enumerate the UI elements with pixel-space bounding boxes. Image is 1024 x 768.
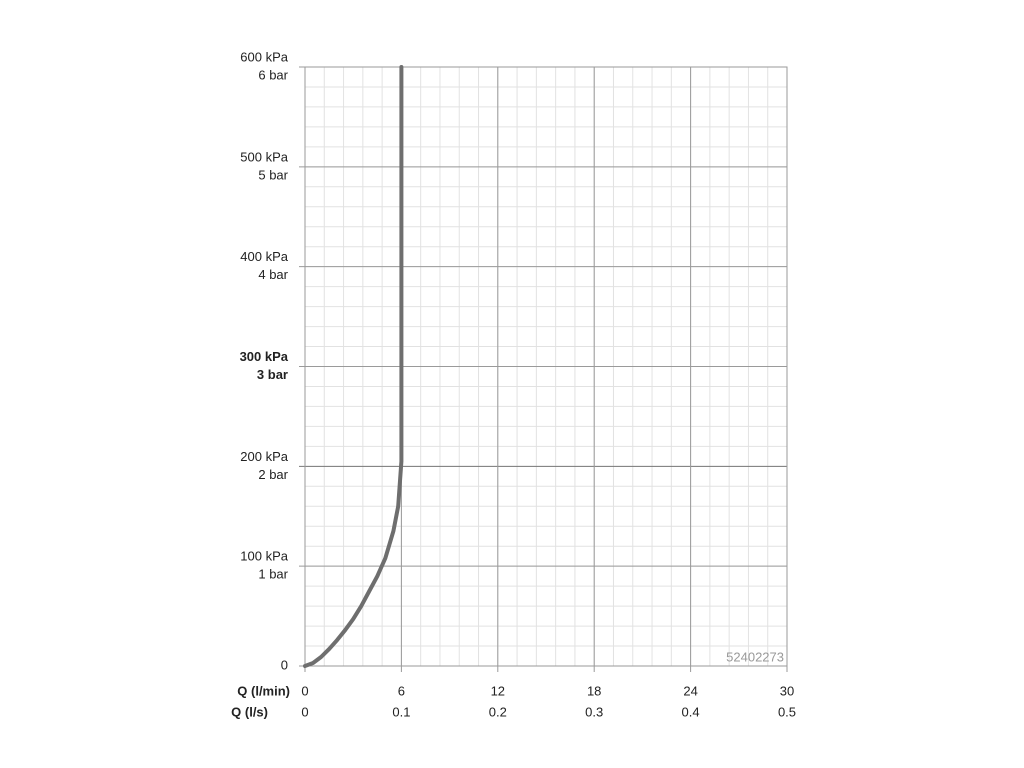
x2-axis-label: Q (l/s) [231, 704, 268, 719]
x2-tick-label: 0.1 [392, 704, 410, 719]
y-tick-label: 0 [281, 657, 288, 672]
x2-tick-label: 0.2 [489, 704, 507, 719]
y2-tick-label: 4 bar [258, 267, 288, 282]
x2-tick-label: 0 [301, 704, 308, 719]
y2-tick-label: 2 bar [258, 467, 288, 482]
flow-curve [303, 65, 404, 668]
x-tick-label: 12 [491, 683, 505, 698]
x-tick-label: 0 [301, 683, 308, 698]
plot-border [304, 66, 788, 667]
y-tick-label: 600 kPa [240, 49, 288, 64]
x-tick-label: 24 [683, 683, 697, 698]
x2-tick-label: 0.3 [585, 704, 603, 719]
y-tick-label: 200 kPa [240, 449, 288, 464]
code-annotation: 52402273 [726, 649, 784, 664]
x2-tick-label: 0.5 [778, 704, 796, 719]
x-tick-label: 18 [587, 683, 601, 698]
y2-tick-label: 3 bar [257, 367, 288, 382]
y-tick-label: 400 kPa [240, 249, 288, 264]
y2-tick-label: 1 bar [258, 567, 288, 582]
y-tick-label: 300 kPa [240, 349, 289, 364]
x-tick-label: 30 [780, 683, 794, 698]
y-tick-label: 100 kPa [240, 549, 288, 564]
x2-tick-label: 0.4 [682, 704, 700, 719]
x-axis-label: Q (l/min) [237, 683, 290, 698]
y-tick-label: 500 kPa [240, 149, 288, 164]
y2-tick-label: 5 bar [258, 167, 288, 182]
y2-tick-label: 6 bar [258, 67, 288, 82]
x-tick-label: 6 [398, 683, 405, 698]
